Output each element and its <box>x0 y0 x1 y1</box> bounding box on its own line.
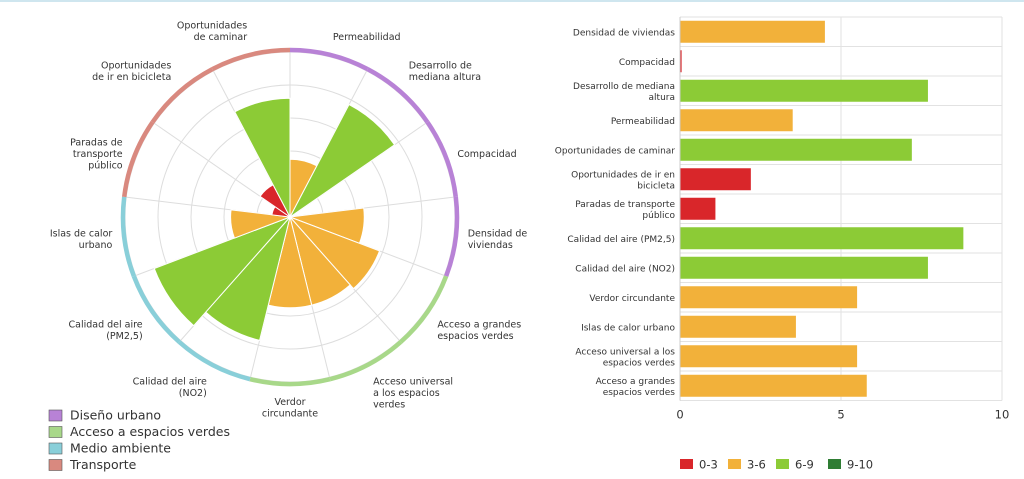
group-legend-swatch <box>48 426 63 438</box>
bar[interactable] <box>680 345 858 368</box>
bar-category-label: Islas de calor urbano <box>581 323 675 333</box>
bar[interactable] <box>680 20 825 43</box>
bar-category-label: Densidad de viviendas <box>573 28 675 38</box>
polar-sector[interactable] <box>289 216 381 290</box>
polar-group-arc <box>211 47 291 72</box>
polar-group-arc <box>131 275 181 344</box>
bar[interactable] <box>680 256 928 279</box>
polar-sector[interactable] <box>230 209 291 239</box>
group-legend-label: Acceso a espacios verdes <box>70 424 230 439</box>
bar[interactable] <box>680 168 751 191</box>
polar-category-label: Oportunidades de ir en bicicleta <box>92 61 171 84</box>
bar-category-label: Permeabilidad <box>611 117 675 127</box>
group-legend-label: Medio ambiente <box>70 441 171 456</box>
group-legend-item[interactable]: Diseño urbano <box>48 408 161 423</box>
group-legend-item[interactable]: Acceso a espacios verdes <box>48 424 230 439</box>
bar[interactable] <box>680 79 928 102</box>
score-legend-item[interactable]: 6-9 <box>776 458 814 472</box>
score-legend-swatch <box>680 459 693 469</box>
score-legend-swatch <box>776 459 789 469</box>
bar[interactable] <box>680 109 793 132</box>
score-legend-label: 9-10 <box>847 458 873 472</box>
bar-category-label: Calidad del aire (PM2,5) <box>567 235 675 245</box>
polar-group-arc <box>121 120 155 198</box>
group-legend-label: Transporte <box>69 457 137 472</box>
group-legend-item[interactable]: Medio ambiente <box>48 441 171 456</box>
bar[interactable] <box>680 50 682 73</box>
polar-group-arc <box>249 376 331 387</box>
bar-category-labels: Densidad de viviendas Compacidad Desarroll… <box>555 28 676 398</box>
polar-group-arc <box>444 196 460 278</box>
bars <box>680 20 964 397</box>
polar-category-label: Islas de calor urbano <box>50 228 113 251</box>
polar-group-arcs <box>120 47 460 387</box>
bar[interactable] <box>680 138 912 161</box>
bar-category-label: Compacidad <box>619 58 675 68</box>
polar-category-label: Calidad del aire (PM2,5) <box>68 320 142 343</box>
polar-group-arc <box>120 196 136 278</box>
group-legend-item[interactable]: Transporte <box>48 457 137 472</box>
score-legend-label: 6-9 <box>795 458 814 472</box>
polar-category-label: Compacidad <box>457 149 516 160</box>
score-legend-item[interactable]: 9-10 <box>828 458 873 472</box>
polar-group-arc <box>366 67 430 124</box>
bar-x-ticks: 0 5 10 <box>676 408 1009 422</box>
bar[interactable] <box>680 227 964 250</box>
bar-x-tick-label: 5 <box>837 408 844 422</box>
polar-group-arc <box>289 47 369 72</box>
polar-sector[interactable] <box>289 103 396 218</box>
score-legend: 0-3 3-6 6-9 9-10 <box>680 458 873 472</box>
bar-category-label: Oportunidades de caminar <box>555 146 676 156</box>
bar-category-label: Acceso a grandes espacios verdes <box>596 377 676 398</box>
score-legend-label: 3-6 <box>747 458 766 472</box>
polar-sector[interactable] <box>234 97 291 218</box>
polar-group-arc <box>399 275 449 344</box>
score-legend-swatch <box>828 459 841 469</box>
bar[interactable] <box>680 286 858 309</box>
bar-category-label: Paradas de transporte público <box>575 200 675 221</box>
polar-group-arc <box>425 120 459 198</box>
polar-category-label: Calidad del aire (NO2) <box>133 376 207 399</box>
bar-x-tick-label: 10 <box>995 408 1010 422</box>
score-legend-item[interactable]: 3-6 <box>728 458 766 472</box>
bar-category-label: Calidad del aire (NO2) <box>575 264 675 274</box>
bar-x-tick-label: 0 <box>676 408 683 422</box>
polar-category-label: Paradas de transporte público <box>70 138 123 172</box>
bar-grid <box>679 16 1003 401</box>
top-border <box>0 0 1024 2</box>
polar-category-label: Permeabilidad <box>333 32 401 43</box>
bar[interactable] <box>680 315 796 338</box>
group-legend-label: Diseño urbano <box>70 408 161 423</box>
score-legend-swatch <box>728 459 741 469</box>
polar-sector[interactable] <box>153 216 291 327</box>
bar[interactable] <box>680 374 867 397</box>
polar-category-label: Verdor circundante <box>262 397 318 420</box>
polar-category-label: Acceso a grandes espacios verdes <box>437 320 521 343</box>
polar-labels: Permeabilidad Desarrollo de mediana altura… <box>50 21 528 420</box>
group-legend-swatch <box>48 459 63 471</box>
bar-category-label: Oportunidades de ir en bicicleta <box>571 170 675 191</box>
group-legend-swatch <box>48 442 63 455</box>
polar-sectors <box>153 97 396 341</box>
polar-area-chart: Permeabilidad Desarrollo de mediana altura… <box>48 21 528 472</box>
score-legend-label: 0-3 <box>699 458 718 472</box>
bar[interactable] <box>680 197 716 220</box>
polar-group-arc <box>150 67 214 124</box>
bar-category-label: Desarrollo de mediana altura <box>573 82 675 103</box>
bar-category-label: Acceso universal a los espacios verdes <box>575 347 675 368</box>
bar-category-label: Verdor circundante <box>589 294 675 304</box>
polar-group-arc <box>177 340 251 382</box>
polar-category-label: Desarrollo de mediana altura <box>409 61 481 84</box>
polar-category-label: Oportunidades de caminar <box>177 21 247 44</box>
group-legend-swatch <box>48 409 63 422</box>
score-legend-item[interactable]: 0-3 <box>680 458 718 472</box>
polar-category-label: Acceso universal a los espacios verdes <box>373 376 453 410</box>
polar-group-arc <box>329 340 403 382</box>
polar-category-label: Densidad de viviendas <box>468 228 528 251</box>
